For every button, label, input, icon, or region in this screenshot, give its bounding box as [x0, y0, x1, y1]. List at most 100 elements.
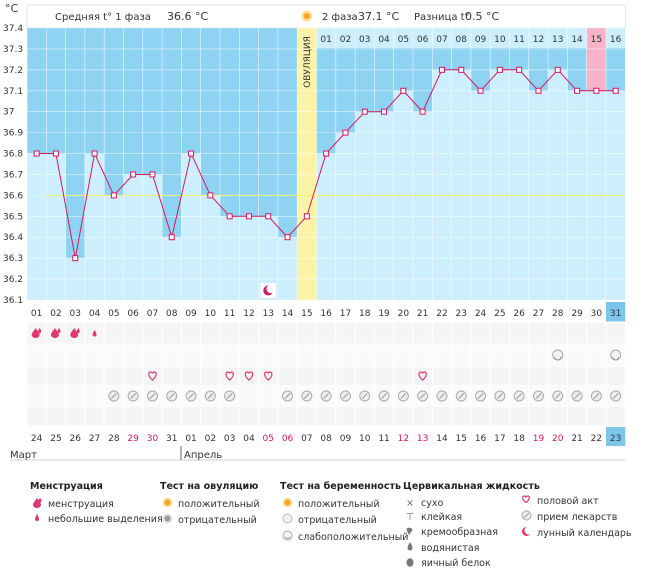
symbol-cell [547, 405, 568, 427]
moon-icon [519, 526, 533, 543]
cycle-day-label: 31 [610, 309, 621, 319]
top-day-label: 10 [494, 35, 506, 45]
phase1-label: Средняя t° 1 фаза [55, 12, 151, 23]
top-day-label: 08 [456, 35, 468, 45]
date-label: 08 [320, 434, 332, 444]
date-label: 14 [436, 434, 448, 444]
date-label: 26 [70, 434, 82, 444]
column-lower [490, 69, 510, 300]
top-day-label: 09 [475, 35, 487, 45]
legend-pregnancy-test: Тест на беременность положительный отриц… [280, 480, 408, 546]
date-label: 23 [610, 434, 621, 444]
symbol-cell [26, 405, 47, 427]
symbol-cell [586, 365, 607, 387]
cycle-day-label: 18 [359, 309, 371, 319]
current-date-cell [606, 427, 626, 446]
pill-icon-line [477, 393, 484, 399]
symbol-cell [238, 385, 260, 407]
symbol-cell [161, 343, 182, 367]
symbol-cell [586, 343, 607, 367]
symbol-cell [528, 405, 549, 427]
data-point [303, 213, 310, 220]
pill-icon-line [361, 393, 368, 399]
symbol-cell [431, 343, 453, 367]
date-label: 09 [340, 434, 352, 444]
date-label: 22 [591, 434, 602, 444]
pill-icon-line [168, 393, 175, 399]
symbol-cell [84, 365, 105, 387]
symbol-cell [142, 321, 163, 345]
column-lower [355, 111, 375, 300]
symbol-cell [65, 365, 86, 387]
pill-icon-line [149, 393, 156, 399]
data-point [188, 150, 195, 157]
circle-weak-icon [610, 349, 622, 361]
symbol-cell [451, 365, 472, 387]
data-point [52, 150, 59, 157]
cycle-day-label: 20 [398, 309, 410, 319]
symbol-cell [258, 385, 279, 407]
symbol-cell [45, 343, 67, 367]
data-point [496, 66, 503, 73]
symbol-cell [200, 321, 221, 345]
symbol-cell [412, 365, 433, 387]
data-point [168, 234, 175, 241]
symbol-cell [605, 365, 626, 387]
ovulation-column [297, 28, 317, 300]
column-lower [413, 111, 433, 300]
symbol-cell [180, 405, 202, 427]
symbol-cell [335, 405, 356, 427]
pill-icon-line [342, 393, 349, 399]
pill-icon-line [303, 393, 310, 399]
pill-icon-line [516, 393, 523, 399]
symbol-cell [373, 405, 395, 427]
heart-icon [225, 371, 234, 381]
cycle-day-label: 04 [89, 309, 101, 319]
symbol-cell [470, 321, 491, 345]
data-point [284, 234, 291, 241]
y-tick-label: 36.3 [3, 254, 23, 264]
y-tick-label: 36.7 [3, 170, 23, 180]
legend-item: менструация [48, 498, 114, 510]
symbol-cell [509, 321, 530, 345]
symbol-cell [258, 321, 279, 345]
symbol-cell [200, 405, 221, 427]
column-upper [123, 28, 143, 175]
legend-item: слабоположительный [298, 531, 409, 543]
top-day-label: 05 [398, 35, 409, 45]
symbol-cell [45, 385, 67, 407]
symbol-cell [489, 321, 511, 345]
symbol-cell [161, 405, 182, 427]
small-drop-icon [30, 513, 44, 528]
top-day-cell [451, 28, 471, 48]
cycle-day-label: 01 [31, 309, 42, 319]
symbol-cell [277, 365, 298, 387]
pill-icon-line [554, 393, 561, 399]
column-lower [84, 153, 105, 300]
data-point [535, 87, 542, 94]
symbol-cell [470, 365, 491, 387]
drop-icon-small [38, 328, 42, 333]
date-label: 10 [359, 434, 371, 444]
pill-icon-line [458, 393, 465, 399]
cycle-day-label: 28 [552, 309, 564, 319]
symbol-cell [566, 365, 588, 387]
heart-icon [519, 494, 533, 510]
column-lower [104, 195, 124, 300]
top-day-cell [355, 28, 375, 48]
symbol-cell [65, 405, 86, 427]
date-label: 27 [89, 434, 100, 444]
y-tick-label: 36.6 [3, 191, 23, 201]
drop-icon [31, 328, 40, 338]
column-lower [27, 153, 47, 300]
symbol-cell [45, 365, 67, 387]
sun-icon [160, 497, 174, 514]
symbol-cell [296, 405, 318, 427]
cycle-day-label: 05 [108, 309, 119, 319]
y-tick-label: 37.1 [3, 87, 23, 97]
top-day-label: 14 [571, 35, 583, 45]
data-point [323, 150, 330, 157]
symbol-cell [219, 321, 240, 345]
symbol-cell [566, 343, 588, 367]
symbol-cell [431, 365, 453, 387]
